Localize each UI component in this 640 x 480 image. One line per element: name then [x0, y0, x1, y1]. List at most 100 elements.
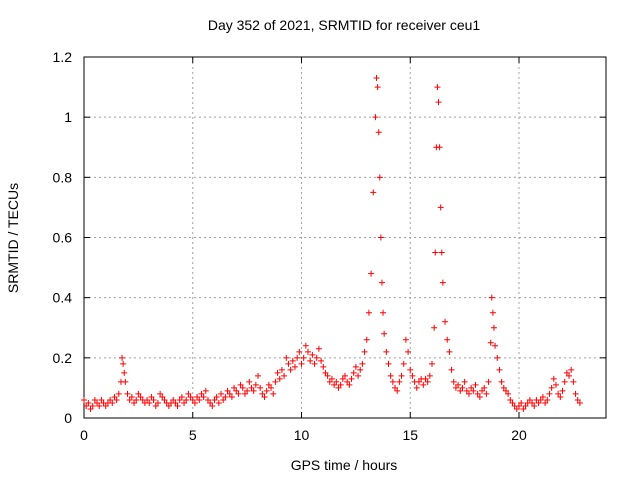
data-point-plus: [333, 378, 340, 385]
data-series-srmtid: [81, 75, 583, 412]
data-point-plus: [170, 396, 177, 403]
data-point-plus: [438, 249, 445, 256]
data-point-plus: [85, 399, 92, 406]
y-tick-label: 0: [64, 410, 72, 426]
data-point-plus: [274, 369, 281, 376]
data-point-plus: [178, 393, 185, 400]
data-point-plus: [263, 387, 270, 394]
data-point-plus: [257, 384, 264, 391]
data-point-plus: [94, 399, 101, 406]
data-point-plus: [459, 384, 466, 391]
data-point-plus: [154, 399, 161, 406]
data-point-plus: [546, 390, 553, 397]
data-point-plus: [561, 378, 568, 385]
data-point-plus: [335, 384, 342, 391]
data-point-plus: [265, 381, 272, 388]
data-point-plus: [539, 393, 546, 400]
data-point-plus: [176, 396, 183, 403]
y-tick-label: 0.6: [53, 230, 73, 246]
data-point-plus: [98, 396, 105, 403]
data-point-plus: [209, 402, 216, 409]
data-point-plus: [355, 372, 362, 379]
data-point-plus: [346, 381, 353, 388]
data-point-plus: [231, 384, 238, 391]
data-point-plus: [463, 387, 470, 394]
data-point-plus: [574, 396, 581, 403]
data-point-plus: [550, 375, 557, 382]
data-point-plus: [457, 387, 464, 394]
data-point-plus: [409, 372, 416, 379]
data-point-plus: [359, 360, 366, 367]
data-point-plus: [502, 387, 509, 394]
data-point-plus: [507, 396, 514, 403]
data-point-plus: [261, 393, 268, 400]
data-point-plus: [235, 390, 242, 397]
data-point-plus: [413, 384, 420, 391]
data-point-plus: [516, 402, 522, 409]
data-point-plus: [485, 378, 492, 385]
data-point-plus: [150, 396, 157, 403]
data-point-plus: [542, 399, 549, 406]
data-point-plus: [287, 366, 294, 373]
data-point-plus: [357, 366, 364, 373]
y-tick-label: 0.8: [53, 169, 73, 185]
data-point-plus: [380, 309, 387, 316]
data-point-plus: [294, 354, 301, 361]
data-point-plus: [468, 384, 475, 391]
data-point-plus: [487, 339, 494, 346]
data-point-plus: [250, 387, 257, 394]
data-point-plus: [311, 360, 318, 367]
data-point-plus: [513, 405, 520, 412]
data-point-plus: [131, 399, 138, 406]
data-point-plus: [109, 399, 116, 406]
data-point-plus: [91, 396, 98, 403]
data-point-plus: [320, 363, 327, 370]
data-point-plus: [378, 279, 385, 286]
data-point-plus: [296, 348, 303, 355]
data-point-plus: [207, 399, 214, 406]
data-point-plus: [576, 399, 583, 406]
data-point-plus: [572, 390, 579, 397]
data-point-plus: [128, 393, 135, 400]
data-point-plus: [291, 363, 298, 370]
data-point-plus: [241, 390, 248, 397]
data-point-plus: [563, 369, 570, 376]
data-point-plus: [557, 393, 564, 400]
data-point-plus: [146, 399, 153, 406]
data-point-plus: [500, 384, 507, 391]
data-point-plus: [396, 378, 403, 385]
data-point-plus: [185, 390, 192, 397]
plot-area-border: [83, 56, 607, 419]
data-point-plus: [452, 384, 459, 391]
data-point-plus: [422, 375, 429, 382]
data-point-plus: [402, 336, 409, 343]
data-point-plus: [239, 384, 246, 391]
data-point-plus: [215, 399, 222, 406]
data-point-plus: [276, 375, 283, 382]
data-point-plus: [392, 384, 399, 391]
data-point-plus: [389, 378, 396, 385]
data-point-plus: [552, 381, 559, 388]
data-point-plus: [439, 279, 446, 286]
data-point-plus: [537, 396, 544, 403]
data-point-plus: [559, 387, 566, 394]
data-point-plus: [204, 396, 211, 403]
y-axis-tick-labels: 0 0.2 0.4 0.6 0.8 1 1.2: [53, 49, 73, 426]
data-point-plus: [102, 402, 109, 409]
data-point-plus: [455, 381, 462, 388]
data-point-plus: [121, 369, 128, 376]
data-point-plus: [570, 378, 577, 385]
data-point-plus: [148, 393, 155, 400]
data-point-plus: [81, 396, 87, 403]
data-point-plus: [474, 390, 481, 397]
data-point-plus: [161, 396, 168, 403]
data-point-plus: [415, 378, 422, 385]
data-point-plus: [529, 399, 536, 406]
data-point-plus: [191, 399, 198, 406]
data-point-plus: [196, 396, 203, 403]
x-tick-label: 20: [511, 427, 527, 443]
data-point-plus: [387, 372, 394, 379]
data-point-plus: [426, 372, 433, 379]
data-point-plus: [448, 366, 455, 373]
